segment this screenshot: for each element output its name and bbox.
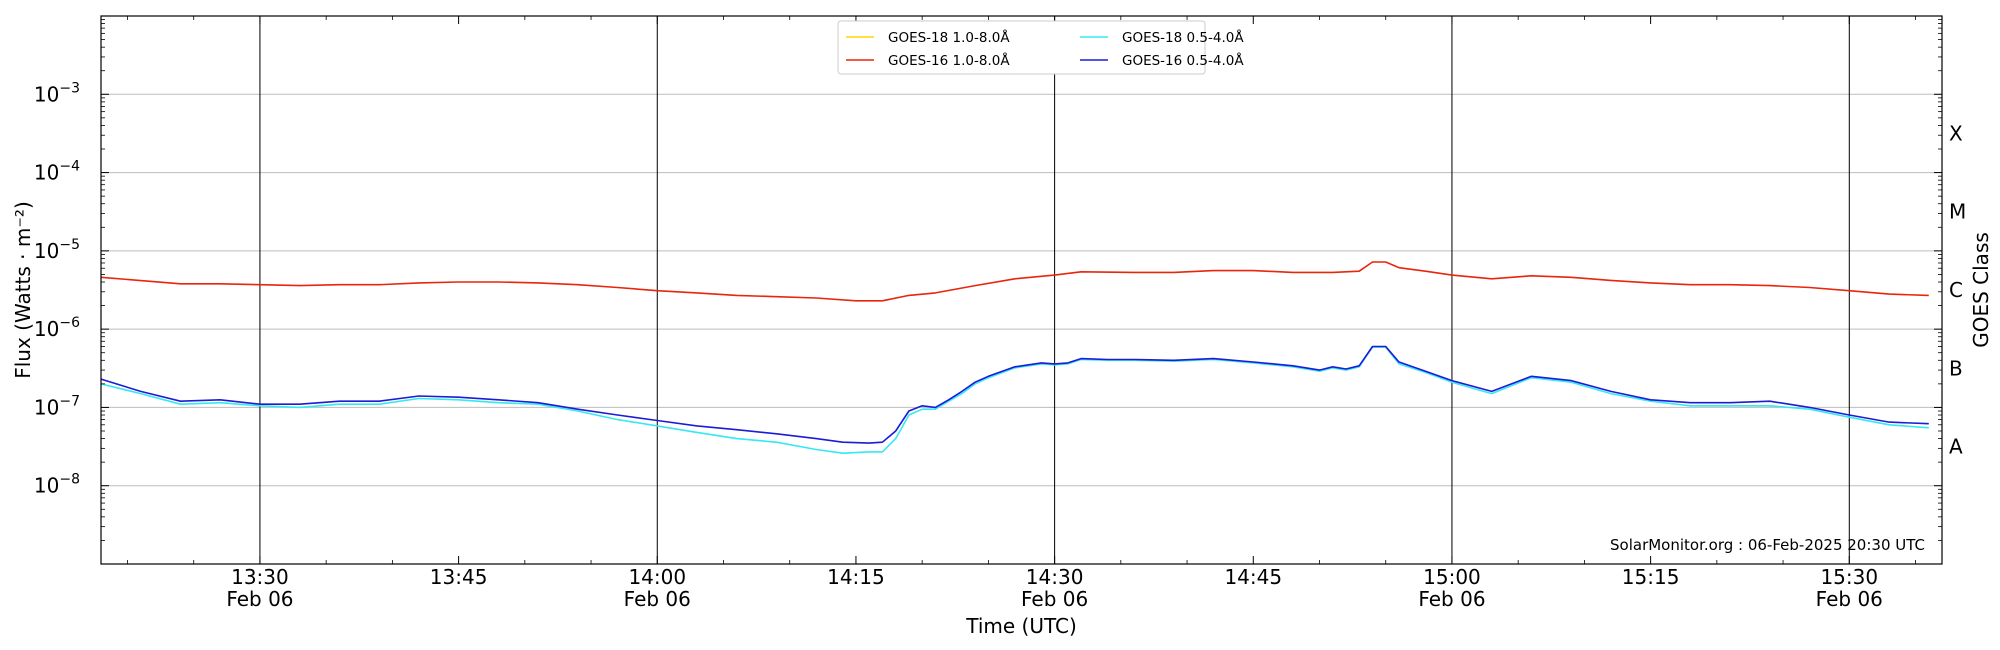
watermark-text: SolarMonitor.org : 06-Feb-2025 20:30 UTC <box>1610 536 1925 554</box>
x-tick-label: 15:00 <box>1423 565 1481 589</box>
series-line <box>100 345 1929 444</box>
x-tick-label: 15:15 <box>1622 565 1680 589</box>
legend-box <box>837 20 1206 75</box>
x-tick-date-label: Feb 06 <box>226 587 293 611</box>
legend-label: GOES-16 1.0-8.0Å <box>888 52 1010 69</box>
x-tick-date-label: Feb 06 <box>1816 587 1883 611</box>
y-tick-label: 10−8 <box>34 472 80 498</box>
x-tick-label: 14:30 <box>1026 565 1084 589</box>
series-layer <box>100 261 1929 455</box>
y-tick-label: 10−4 <box>34 159 80 185</box>
plot-frame <box>100 15 1943 565</box>
y-tick-label: 10−7 <box>34 393 80 419</box>
y-tick-label: 10−5 <box>34 237 80 263</box>
legend: GOES-18 1.0-8.0Å GOES-16 1.0-8.0Å GOES-18 … <box>837 20 1244 75</box>
series-line <box>100 261 1929 302</box>
legend-label: GOES-16 0.5-4.0Å <box>1122 52 1244 69</box>
x-tick-date-label: Feb 06 <box>1021 587 1088 611</box>
x-tick-label: 14:15 <box>827 565 885 589</box>
tick-layer <box>101 16 1942 564</box>
series-line <box>100 346 1929 455</box>
goes-class-label: B <box>1949 356 1963 380</box>
goes-class-label: A <box>1949 435 1963 459</box>
goes-class-label: M <box>1949 200 1966 224</box>
x-axis-title: Time (UTC) <box>965 614 1077 638</box>
goes-class-label: C <box>1949 278 1963 302</box>
y-tick-label: 10−6 <box>34 315 80 341</box>
x-tick-label: 13:45 <box>430 565 488 589</box>
y-tick-label: 10−3 <box>34 80 80 106</box>
y2-axis-title: GOES Class <box>1969 232 1993 348</box>
legend-label: GOES-18 0.5-4.0Å <box>1122 29 1244 46</box>
x-tick-label: 14:45 <box>1224 565 1282 589</box>
x-tick-label: 14:00 <box>628 565 686 589</box>
y-axis-title: Flux (Watts · m⁻²) <box>11 201 35 379</box>
x-tick-label: 15:30 <box>1820 565 1878 589</box>
legend-label: GOES-18 1.0-8.0Å <box>888 29 1010 46</box>
goes-class-label: X <box>1949 121 1963 145</box>
x-tick-label: 13:30 <box>231 565 289 589</box>
x-tick-date-label: Feb 06 <box>1418 587 1485 611</box>
x-tick-date-label: Feb 06 <box>624 587 691 611</box>
grid-layer <box>101 93 1942 487</box>
